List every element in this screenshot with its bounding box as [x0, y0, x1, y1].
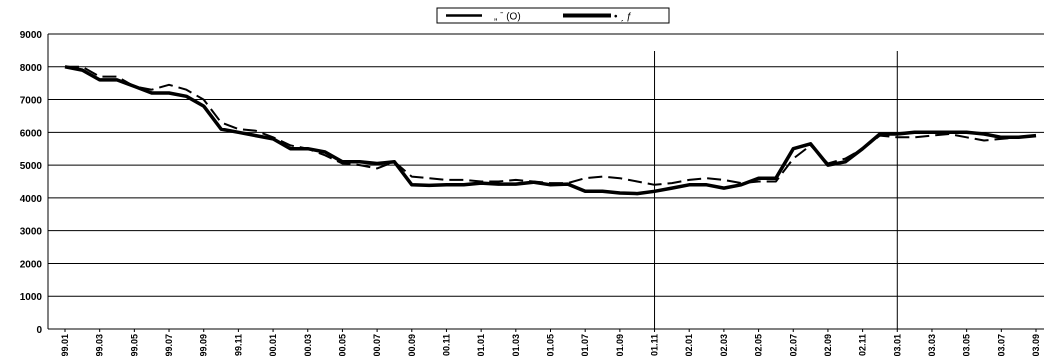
y-tick-label: 3000 — [20, 227, 43, 238]
axes — [47, 34, 1044, 330]
x-tick-label: 03.01 — [892, 334, 902, 356]
y-tick-label: 8000 — [20, 63, 43, 74]
y-tick-label: 0 — [36, 325, 42, 336]
series-line-dashed — [65, 65, 1037, 186]
y-tick-label: 2000 — [20, 259, 43, 270]
y-axis-ticks: 0 1000 2000 3000 4000 5000 6000 7000 8000 9000 — [20, 30, 43, 336]
legend-label-2: • ˏ ƒ — [614, 12, 632, 23]
y-tick-label: 6000 — [20, 128, 43, 139]
x-tick-label: 99.05 — [129, 334, 139, 356]
x-tick-label: 00.05 — [337, 334, 347, 356]
x-tick-label: 01.03 — [511, 334, 521, 356]
series-line-solid — [64, 65, 1037, 196]
x-tick-label: 00.09 — [407, 334, 417, 356]
x-tick-label: 01.07 — [580, 334, 590, 356]
x-tick-label: 02.01 — [684, 334, 694, 356]
x-tick-label: 01.05 — [546, 334, 556, 356]
x-tick-label: 02.05 — [754, 334, 764, 356]
x-tick-label: 00.03 — [303, 334, 313, 356]
x-tick-label: 03.09 — [1031, 334, 1041, 356]
x-tick-label: 99.01 — [60, 334, 70, 356]
x-tick-label: 99.03 — [95, 334, 105, 356]
x-tick-label: 03.03 — [927, 334, 937, 356]
x-tick-label: 00.11 — [441, 334, 451, 356]
x-tick-label: 02.09 — [823, 334, 833, 356]
x-tick-label: 99.09 — [199, 334, 209, 356]
x-tick-label: 00.01 — [268, 334, 278, 356]
legend-label-1: „ ˉ (O) — [484, 12, 521, 23]
x-tick-label: 01.01 — [476, 334, 486, 356]
y-tick-label: 9000 — [20, 30, 43, 41]
legend: „ ˉ (O) • ˏ ƒ — [436, 7, 670, 24]
x-tick-label: 03.05 — [962, 334, 972, 356]
y-tick-label: 1000 — [20, 292, 43, 303]
legend-box — [436, 7, 670, 24]
vertical-markers — [654, 51, 898, 329]
x-tick-label: 99.07 — [164, 334, 174, 356]
grid-lines — [48, 33, 1044, 330]
y-tick-label: 7000 — [20, 96, 43, 107]
x-tick-label: 01.09 — [615, 334, 625, 356]
y-tick-label: 4000 — [20, 194, 43, 205]
x-tick-label: 02.11 — [858, 334, 868, 356]
series-lines — [64, 65, 1037, 196]
x-tick-label: 00.07 — [372, 334, 382, 356]
x-tick-label: 99.11 — [233, 334, 243, 356]
x-tick-label: 02.03 — [719, 334, 729, 356]
x-tick-label: 01.11 — [650, 334, 660, 356]
x-tick-label: 02.07 — [788, 334, 798, 356]
x-axis-ticks: 99.01 99.03 99.05 99.07 99.09 99.11 00.01 00.03… — [60, 329, 1041, 356]
y-tick-label: 5000 — [20, 161, 43, 172]
x-tick-label: 03.07 — [996, 334, 1006, 356]
